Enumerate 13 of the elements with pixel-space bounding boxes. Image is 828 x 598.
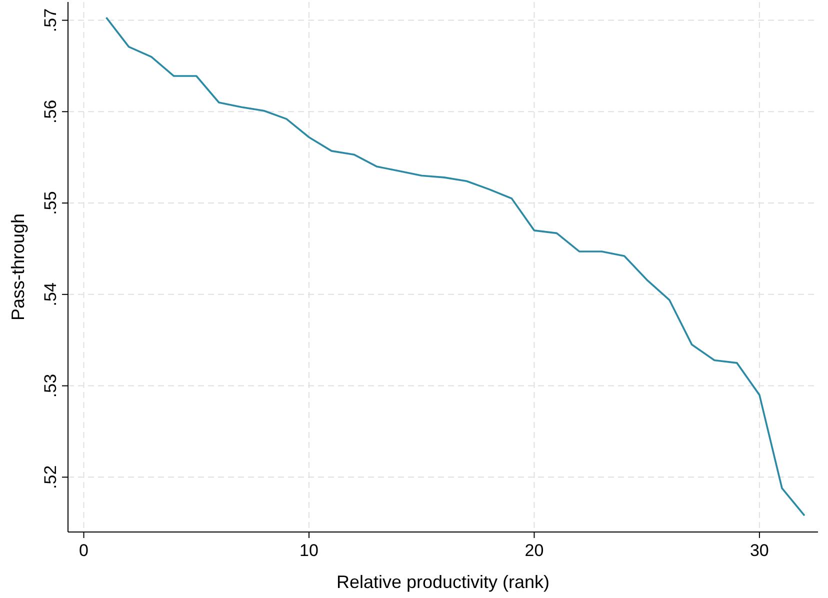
x-axis-title: Relative productivity (rank)	[336, 572, 550, 592]
y-tick-label: .56	[41, 100, 60, 124]
y-tick-label: .55	[41, 191, 60, 215]
x-tick-label: 30	[750, 541, 769, 560]
x-tick-label: 0	[79, 541, 88, 560]
y-axis-title: Pass-through	[8, 213, 28, 321]
y-tick-label: .54	[41, 282, 60, 306]
y-tick-label: .57	[41, 8, 60, 32]
y-tick-label: .52	[41, 465, 60, 489]
line-series	[105, 16, 806, 516]
y-tick-label: .53	[41, 374, 60, 398]
x-tick-label: 10	[300, 541, 318, 560]
x-tick-label: 20	[524, 541, 544, 560]
